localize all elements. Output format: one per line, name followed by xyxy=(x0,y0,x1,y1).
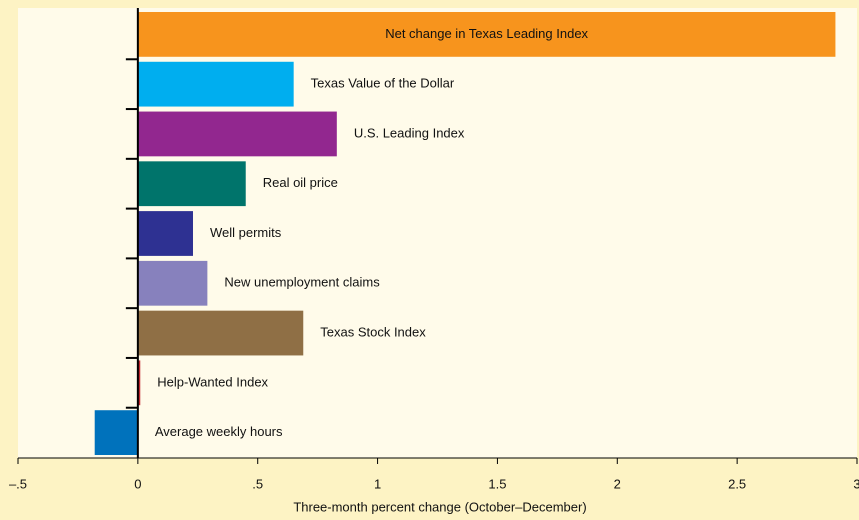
x-tick-label: .5 xyxy=(252,476,263,491)
x-tick-label: –.5 xyxy=(9,476,27,491)
bar xyxy=(137,260,208,306)
bar xyxy=(137,211,193,256)
bar xyxy=(137,360,141,406)
x-tick-label: 1 xyxy=(374,476,381,491)
x-tick-label: 2.5 xyxy=(728,476,746,491)
bar-label: Help-Wanted Index xyxy=(157,374,268,389)
bar xyxy=(137,111,337,157)
x-tick-label: 0 xyxy=(134,476,141,491)
bar xyxy=(94,410,138,455)
bar-label: Real oil price xyxy=(263,175,338,190)
bar xyxy=(137,61,294,107)
bar xyxy=(137,161,246,207)
bar-label: U.S. Leading Index xyxy=(354,125,465,140)
x-tick-label: 1.5 xyxy=(488,476,506,491)
bar-label: Average weekly hours xyxy=(155,424,283,439)
x-tick-label: 2 xyxy=(614,476,621,491)
x-tick-label: 3 xyxy=(853,476,859,491)
bar xyxy=(137,310,304,356)
bar xyxy=(137,12,836,57)
bar-label: Texas Stock Index xyxy=(320,324,426,339)
bar-label: Net change in Texas Leading Index xyxy=(385,26,588,41)
bar-label: New unemployment claims xyxy=(224,275,380,290)
bar-label: Well permits xyxy=(210,225,282,240)
bar-label: Texas Value of the Dollar xyxy=(311,76,455,91)
x-axis-label: Three-month percent change (October–Dece… xyxy=(293,499,586,514)
